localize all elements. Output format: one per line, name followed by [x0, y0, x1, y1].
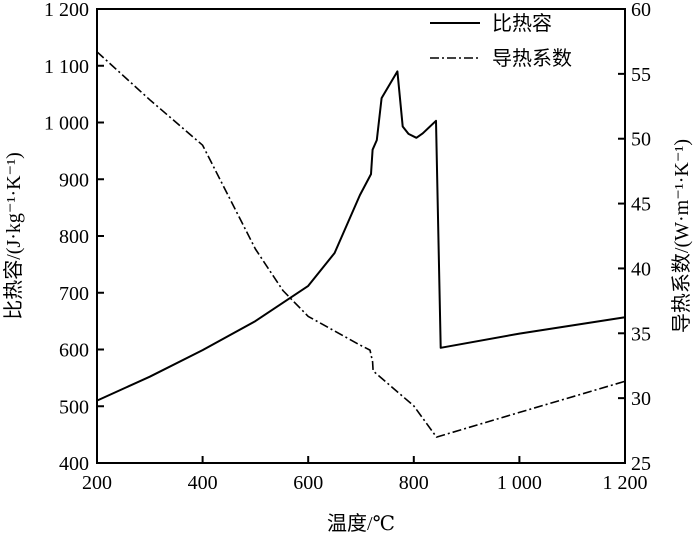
x-axis-label: 温度/℃: [327, 512, 395, 535]
y-left-tick-label: 600: [59, 340, 89, 362]
y-axis-right-label: 导热系数/(W·m⁻¹·K⁻¹): [670, 139, 693, 333]
y-left-tick-label: 1 100: [44, 56, 89, 78]
y-left-tick-label: 700: [59, 283, 89, 305]
x-tick-label: 200: [82, 472, 112, 494]
y-left-tick-label: 500: [59, 396, 89, 418]
y-right-tick-label: 60: [631, 0, 651, 21]
y-left-tick-label: 400: [59, 453, 89, 475]
y-axis-left-label: 比热容/(J·kg⁻¹·K⁻¹): [2, 152, 25, 320]
y-right-tick-label: 40: [631, 258, 651, 280]
x-tick-label: 1 200: [603, 472, 648, 494]
x-tick-label: 600: [293, 472, 323, 494]
y-right-tick-label: 35: [631, 323, 651, 345]
ticks: 200 400 600 800 1 000 1 200400500600700800900…: [44, 0, 651, 494]
x-tick-label: 800: [399, 472, 429, 494]
y-right-tick-label: 30: [631, 388, 651, 410]
axes: [96, 8, 626, 464]
y-right-tick-label: 55: [631, 64, 651, 86]
legend-label-thermal-conductivity: 导热系数: [492, 47, 572, 70]
legend-label-specific-heat: 比热容: [492, 12, 552, 35]
series-lines: [96, 51, 626, 438]
series-line-thermal-conductivity: [96, 51, 626, 438]
y-right-tick-label: 25: [631, 453, 651, 475]
y-right-tick-label: 50: [631, 129, 651, 151]
y-left-tick-label: 1 200: [44, 0, 89, 21]
legend: 比热容 导热系数: [430, 12, 572, 70]
x-tick-label: 1 000: [497, 472, 542, 494]
y-right-tick-label: 45: [631, 194, 651, 216]
series-line-specific-heat: [96, 70, 626, 402]
y-left-tick-label: 900: [59, 169, 89, 191]
y-left-tick-label: 800: [59, 226, 89, 248]
y-left-tick-label: 1 000: [44, 113, 89, 135]
plot-frame: [96, 8, 626, 464]
x-tick-label: 400: [188, 472, 218, 494]
